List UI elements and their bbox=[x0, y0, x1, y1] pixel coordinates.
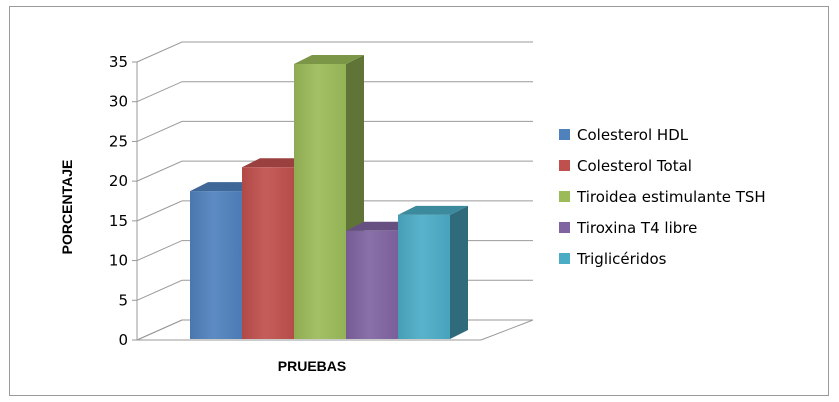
gridline bbox=[136, 81, 533, 103]
bar-front bbox=[190, 191, 242, 339]
legend-swatch bbox=[559, 253, 570, 264]
legend-item: Colesterol HDL bbox=[559, 126, 689, 144]
bar-chart: 0 5 10 15 20 25 30 35 PRUEBAS PORCENTAJE Colest… bbox=[59, 41, 766, 374]
bar-top bbox=[398, 205, 468, 215]
legend-label: Tiroxina T4 libre bbox=[576, 219, 697, 237]
bar-top bbox=[294, 55, 364, 64]
y-tick-label: 10 bbox=[109, 252, 128, 270]
legend-label: Colesterol HDL bbox=[577, 126, 689, 144]
bar-front bbox=[398, 214, 450, 339]
floor-right-edge bbox=[480, 319, 534, 341]
y-tick-label: 25 bbox=[109, 132, 128, 150]
legend-label: Tiroidea estimulante TSH bbox=[576, 188, 766, 206]
legend-item: Tiroxina T4 libre bbox=[559, 219, 697, 237]
legend-item: Colesterol Total bbox=[559, 157, 692, 175]
gridline bbox=[136, 200, 533, 222]
gridline bbox=[136, 160, 533, 182]
gridline bbox=[136, 41, 533, 63]
legend: Colesterol HDL Colesterol Total Tiroidea e… bbox=[559, 126, 766, 268]
y-tick-label: 0 bbox=[118, 331, 128, 349]
bars bbox=[190, 55, 468, 339]
bar-front bbox=[242, 167, 294, 339]
legend-label: Triglicéridos bbox=[576, 250, 667, 268]
gridline bbox=[136, 120, 533, 142]
y-tick-label: 30 bbox=[109, 93, 128, 111]
legend-item: Triglicéridos bbox=[559, 250, 667, 268]
bar-5 bbox=[398, 205, 468, 339]
bar-side bbox=[450, 205, 468, 339]
y-tick-label: 20 bbox=[109, 172, 128, 190]
legend-label: Colesterol Total bbox=[577, 157, 692, 175]
y-axis-label: PORCENTAJE bbox=[59, 160, 75, 255]
y-tick-label: 35 bbox=[109, 53, 128, 71]
legend-swatch bbox=[559, 160, 570, 171]
bar-3 bbox=[294, 55, 364, 339]
legend-swatch bbox=[559, 222, 570, 233]
legend-swatch bbox=[559, 191, 570, 202]
x-axis-label: PRUEBAS bbox=[278, 358, 346, 374]
y-tick-label: 5 bbox=[118, 291, 128, 309]
legend-item: Tiroidea estimulante TSH bbox=[559, 188, 766, 206]
bar-front bbox=[294, 64, 346, 339]
chart-frame: 0 5 10 15 20 25 30 35 PRUEBAS PORCENTAJE Colest… bbox=[9, 6, 829, 396]
gridlines bbox=[132, 41, 533, 341]
bar-front bbox=[346, 230, 398, 339]
y-tick-label: 15 bbox=[109, 212, 128, 230]
y-axis-ticks: 0 5 10 15 20 25 30 35 bbox=[109, 53, 128, 349]
legend-swatch bbox=[559, 129, 570, 140]
